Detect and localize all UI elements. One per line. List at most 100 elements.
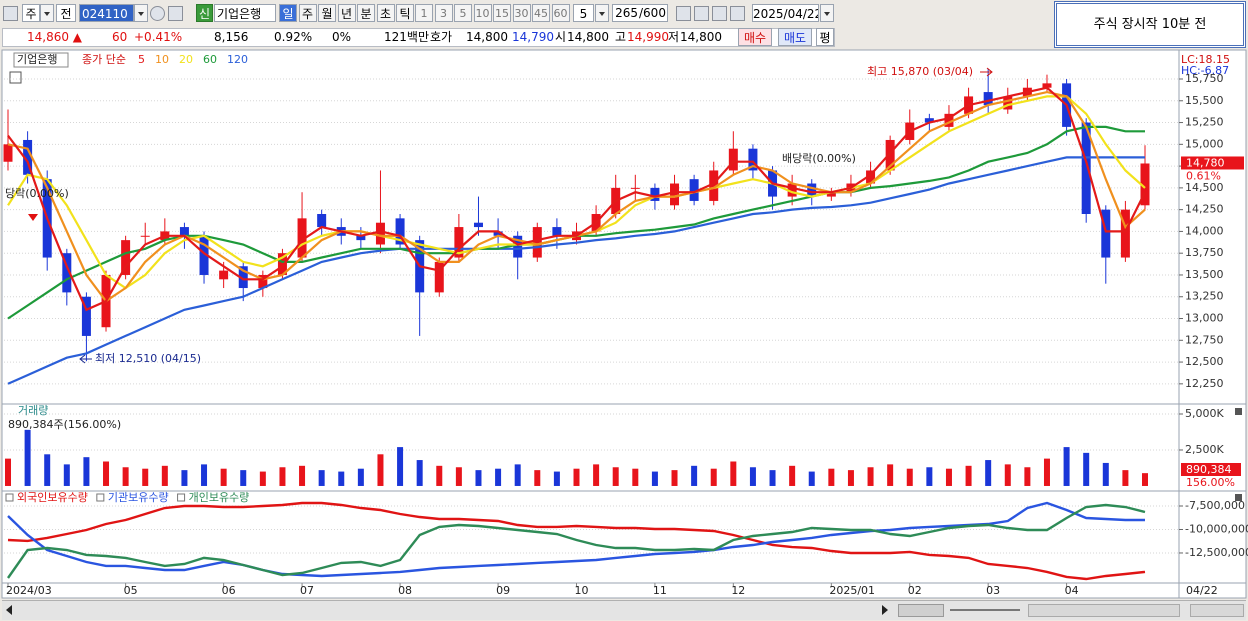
candle-body <box>297 218 307 258</box>
candle-body <box>670 183 680 206</box>
volume-bar <box>83 457 90 486</box>
period-button[interactable]: 분 <box>357 4 375 22</box>
y-tick-label: 13,000 <box>1185 312 1224 325</box>
play-controls[interactable] <box>898 604 944 617</box>
count-box[interactable] <box>612 4 668 22</box>
low: 14,800 <box>680 30 722 44</box>
tool-icon[interactable] <box>676 6 691 21</box>
volume-bar <box>612 467 619 486</box>
volume-bar <box>1083 452 1090 486</box>
y-tick-label: 5,000K <box>1185 407 1224 420</box>
candle-body <box>1081 122 1091 214</box>
x-tick-label: 05 <box>124 584 138 597</box>
amount: 121백만 <box>384 30 429 44</box>
volume-bar <box>397 447 404 486</box>
candle-body <box>532 227 542 258</box>
dropdown[interactable] <box>595 4 609 22</box>
menu-icon[interactable] <box>3 6 18 21</box>
scroll-tools[interactable] <box>1028 604 1180 617</box>
code-input[interactable]: 024110 <box>79 4 134 22</box>
candle-body <box>1120 209 1130 258</box>
zoom-slider[interactable] <box>950 609 1020 611</box>
volume-bar <box>436 465 443 486</box>
dropdown[interactable] <box>820 4 834 22</box>
legend-label: 종가 단순 <box>82 53 126 66</box>
volume-bar <box>710 468 717 486</box>
y-tick-label: 15,250 <box>1185 116 1224 129</box>
interval-button[interactable]: 5 <box>454 4 472 22</box>
interval-button[interactable]: 60 <box>551 4 570 22</box>
date-input[interactable]: 2025/04/22 <box>752 4 819 22</box>
panel-icon[interactable] <box>9 71 22 84</box>
volume-bar <box>201 464 208 486</box>
prev-button[interactable]: 전 <box>56 4 76 22</box>
volume-tag <box>1181 463 1241 476</box>
notice[interactable]: 주식 장시작 10분 전 <box>1054 1 1246 48</box>
volume-bar <box>1063 447 1070 486</box>
y-tick-label: 14,000 <box>1185 224 1224 237</box>
volume-bar <box>1102 462 1109 486</box>
title-box <box>13 52 69 68</box>
legend-entry: 60 <box>203 53 217 66</box>
candle-body <box>434 261 444 293</box>
x-tick-label: 04 <box>1065 584 1079 597</box>
interval-button[interactable]: 1 <box>415 4 433 22</box>
tool-icon[interactable] <box>712 6 727 21</box>
period-button[interactable]: 일 <box>279 4 297 22</box>
volume-bar <box>220 468 227 486</box>
avg-button[interactable]: 평 <box>816 28 834 46</box>
dropdown[interactable] <box>134 4 148 22</box>
period-button[interactable]: 초 <box>376 4 395 22</box>
x-tick-label: 12 <box>731 584 745 597</box>
candle-body <box>630 187 640 189</box>
interval-button[interactable]: 30 <box>512 4 531 22</box>
volume-bar <box>63 464 70 486</box>
candle-body <box>728 148 738 171</box>
volume-bar <box>416 460 423 486</box>
interval-button[interactable]: 3 <box>434 4 453 22</box>
buy-button[interactable]: 매수 <box>738 28 772 46</box>
y-tick-label: 13,500 <box>1185 268 1224 281</box>
price: 14,860 ▲ <box>27 30 83 44</box>
volume-bar <box>5 458 11 486</box>
candle-body <box>924 118 934 123</box>
volume-bar <box>24 429 31 486</box>
volume-bar <box>299 465 306 486</box>
zoom-tools[interactable] <box>1190 604 1244 617</box>
dropdown[interactable] <box>40 4 54 22</box>
period-button[interactable]: 주 <box>298 4 317 22</box>
panel-title: 거래량 <box>18 404 48 417</box>
sell-button[interactable]: 매도 <box>778 28 812 46</box>
interval-button[interactable]: 45 <box>532 4 550 22</box>
period-button[interactable]: 틱 <box>396 4 414 22</box>
candle-body <box>356 235 366 241</box>
scroll-right[interactable] <box>882 605 888 615</box>
lc-label: LC:18.15 <box>1181 53 1230 66</box>
sound-icon[interactable] <box>168 6 183 21</box>
scroll-left[interactable] <box>6 605 12 615</box>
candle-body <box>1101 209 1111 258</box>
stock-name[interactable]: 기업은행 <box>214 4 276 22</box>
tool-icon[interactable] <box>694 6 709 21</box>
candle-body <box>395 218 405 245</box>
period-button[interactable]: 년 <box>337 4 356 22</box>
volume-bar <box>691 465 698 486</box>
tool-icon[interactable] <box>730 6 745 21</box>
x-tick-label: 10 <box>575 584 589 597</box>
interval-input[interactable]: 5 <box>573 4 594 22</box>
candle-body <box>81 296 91 336</box>
search-icon[interactable] <box>150 6 165 21</box>
candle-body <box>748 148 758 171</box>
x-tick-label: 03 <box>986 584 1000 597</box>
period-button[interactable]: 월 <box>318 4 336 22</box>
volume-bar <box>318 470 325 486</box>
legend-entry: 10 <box>155 53 169 66</box>
volume-bar <box>808 471 815 486</box>
candle-body <box>1140 163 1150 206</box>
interval-button[interactable]: 15 <box>493 4 511 22</box>
change: 60 <box>112 30 128 44</box>
interval-button[interactable]: 10 <box>473 4 492 22</box>
period-unit[interactable]: 주 <box>22 4 40 22</box>
